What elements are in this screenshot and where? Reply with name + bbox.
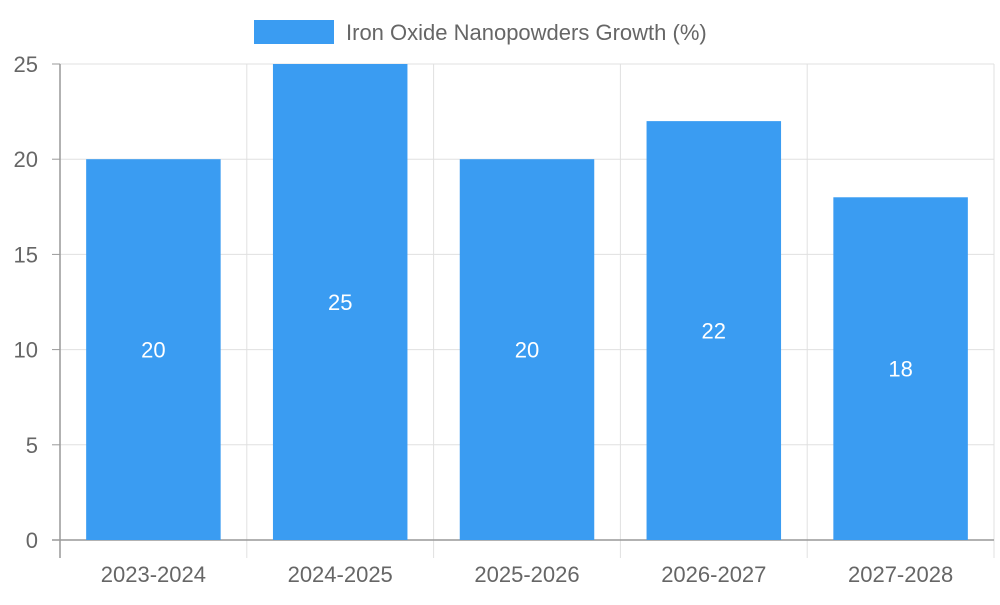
x-tick-label: 2027-2028 [848, 562, 953, 587]
y-tick-label: 5 [26, 433, 38, 458]
y-tick-label: 20 [14, 147, 38, 172]
bar[interactable] [86, 159, 221, 540]
y-axis-ticks: 0 5 10 15 20 25 [14, 52, 60, 553]
y-tick-label: 15 [14, 242, 38, 267]
y-tick-label: 10 [14, 338, 38, 363]
y-tick-label: 25 [14, 52, 38, 77]
x-tick-label: 2026-2027 [661, 562, 766, 587]
x-axis-ticks: 2023-2024 2024-2025 2025-2026 2026-2027 2027… [101, 562, 953, 587]
bar-value-label: 20 [515, 338, 539, 363]
data-labels: 20 25 20 22 18 [141, 290, 913, 382]
x-tick-label: 2025-2026 [474, 562, 579, 587]
legend-label: Iron Oxide Nanopowders Growth (%) [346, 20, 707, 45]
y-tick-label: 0 [26, 528, 38, 553]
bar-value-label: 20 [141, 338, 165, 363]
x-tick-label: 2024-2025 [288, 562, 393, 587]
x-tick-label: 2023-2024 [101, 562, 206, 587]
bar[interactable] [646, 121, 782, 541]
legend[interactable]: Iron Oxide Nanopowders Growth (%) [254, 20, 707, 45]
bar[interactable] [459, 159, 595, 540]
bar-value-label: 22 [702, 319, 726, 344]
bars [86, 64, 968, 541]
bar[interactable] [833, 197, 968, 540]
bar-value-label: 18 [888, 357, 912, 382]
legend-swatch [254, 20, 334, 44]
bar-value-label: 25 [328, 290, 352, 315]
bar[interactable] [272, 64, 408, 540]
